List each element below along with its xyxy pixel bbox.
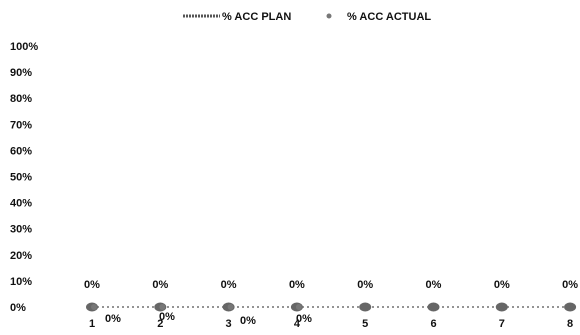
y-tick-label: 80%	[10, 93, 32, 105]
legend-item-plan: % ACC PLAN	[183, 11, 291, 23]
actual-point	[227, 304, 234, 310]
chart-legend: % ACC PLAN % ACC ACTUAL	[183, 11, 431, 23]
x-tick-label: 8	[567, 318, 573, 330]
y-tick-label: 40%	[10, 198, 32, 210]
actual-data-label: 0%	[240, 315, 256, 327]
plan-data-label: 0%	[357, 279, 373, 291]
plan-data-label: 0%	[152, 279, 168, 291]
actual-series	[91, 304, 302, 310]
y-tick-label: 50%	[10, 172, 32, 184]
y-tick-label: 0%	[10, 302, 26, 314]
actual-point	[159, 304, 166, 310]
data-labels: 0% 0% 0% 0% 0% 0% 0% 0% 0% 0% 0% 0%	[84, 279, 578, 327]
x-axis: 1 2 3 4 5 6 7 8	[89, 318, 573, 330]
x-tick-label: 3	[226, 318, 232, 330]
y-tick-label: 10%	[10, 276, 32, 288]
x-tick-label: 7	[499, 318, 505, 330]
legend-swatch-actual	[326, 13, 332, 19]
plan-data-label: 0%	[289, 279, 305, 291]
y-tick-label: 90%	[10, 67, 32, 79]
actual-data-label: 0%	[159, 311, 175, 323]
y-tick-label: 30%	[10, 224, 32, 236]
plan-data-label: 0%	[494, 279, 510, 291]
x-tick-label: 1	[89, 318, 95, 330]
y-tick-label: 70%	[10, 119, 32, 131]
plan-point	[427, 302, 440, 312]
legend-item-actual: % ACC ACTUAL	[326, 11, 431, 23]
actual-point	[295, 304, 302, 310]
y-tick-label: 100%	[10, 41, 38, 53]
y-tick-label: 60%	[10, 145, 32, 157]
actual-data-label: 0%	[296, 313, 312, 325]
plan-point	[359, 302, 372, 312]
x-tick-label: 2	[157, 318, 163, 330]
plan-point	[495, 302, 508, 312]
legend-label-actual: % ACC ACTUAL	[347, 11, 431, 23]
plan-data-label: 0%	[562, 279, 578, 291]
actual-data-label: 0%	[105, 313, 121, 325]
plan-point	[564, 302, 577, 312]
y-axis: 0% 10% 20% 30% 40% 50% 60% 70% 80% 90% 100%	[10, 41, 38, 314]
x-tick-label: 4	[294, 318, 301, 330]
x-tick-label: 6	[430, 318, 436, 330]
plan-data-label: 0%	[84, 279, 100, 291]
legend-label-plan: % ACC PLAN	[222, 11, 291, 23]
y-tick-label: 20%	[10, 250, 32, 262]
plan-data-label: 0%	[221, 279, 237, 291]
x-tick-label: 5	[362, 318, 368, 330]
plan-data-label: 0%	[426, 279, 442, 291]
actual-point	[91, 304, 97, 310]
